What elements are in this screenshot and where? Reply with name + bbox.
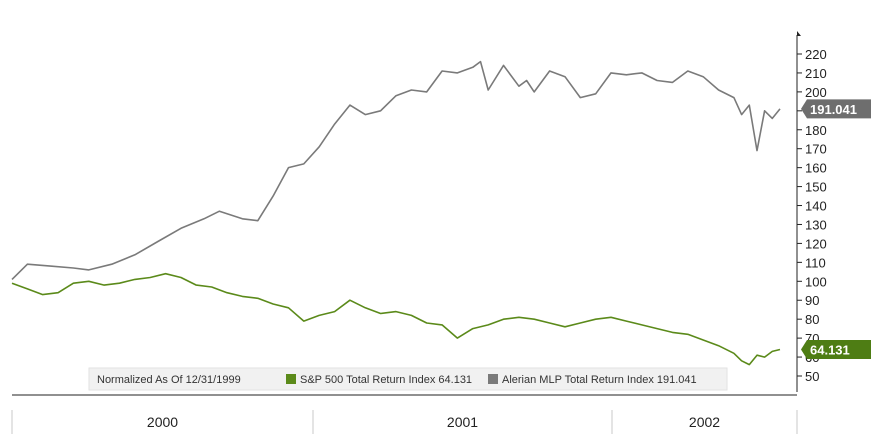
y-tick-label-170: 170 xyxy=(805,142,827,157)
callout-alerian-value: 191.041 xyxy=(810,102,857,117)
series-line-alerian-mlp-total-return-index xyxy=(11,60,781,280)
y-tick-label-80: 80 xyxy=(805,312,819,327)
y-tick-label-130: 130 xyxy=(805,217,827,232)
y-tick-label-210: 210 xyxy=(805,66,827,81)
legend-swatch-alerian xyxy=(488,374,498,384)
y-tick-label-100: 100 xyxy=(805,274,827,289)
callout-alerian-shape xyxy=(801,99,871,119)
x-axis: 2000 2001 2002 xyxy=(11,394,798,434)
x-period-label-2001: 2001 xyxy=(447,414,478,430)
y-tick-label-220: 220 xyxy=(805,47,827,62)
legend-box xyxy=(88,367,728,391)
legend-entry-alerian: Alerian MLP Total Return Index 191.041 xyxy=(502,374,697,386)
legend-note: Normalized As Of 12/31/1999 xyxy=(97,374,241,386)
y-tick-label-110: 110 xyxy=(805,255,826,270)
legend-swatch-sp500 xyxy=(286,374,296,384)
y-tick-label-180: 180 xyxy=(805,123,827,138)
y-tick-label-200: 200 xyxy=(805,85,827,100)
legend-entry-sp500: S&P 500 Total Return Index 64.131 xyxy=(300,374,472,386)
last-value-callout-alerian: 191.041 xyxy=(801,99,871,119)
legend: Normalized As Of 12/31/1999 S&P 500 Tota… xyxy=(88,367,728,391)
x-period-label-2000: 2000 xyxy=(147,414,178,430)
y-tick-label-90: 90 xyxy=(805,293,819,308)
callout-sp500-value: 64.131 xyxy=(810,342,850,357)
y-tick-label-50: 50 xyxy=(805,369,819,384)
y-tick-label-150: 150 xyxy=(805,180,827,195)
callout-sp500-shape xyxy=(801,339,871,359)
y-tick-label-140: 140 xyxy=(805,199,827,214)
plot-lines xyxy=(11,60,781,366)
x-period-label-2002: 2002 xyxy=(689,414,720,430)
y-axis-arrow xyxy=(797,31,801,36)
y-axis: 5060708090100110120130140150160170180190… xyxy=(796,31,827,392)
y-tick-label-120: 120 xyxy=(805,236,827,251)
y-tick-label-160: 160 xyxy=(805,161,827,176)
series-line-s-p-500-total-return-index xyxy=(11,272,781,366)
last-value-callout-sp500: 64.131 xyxy=(801,339,871,359)
